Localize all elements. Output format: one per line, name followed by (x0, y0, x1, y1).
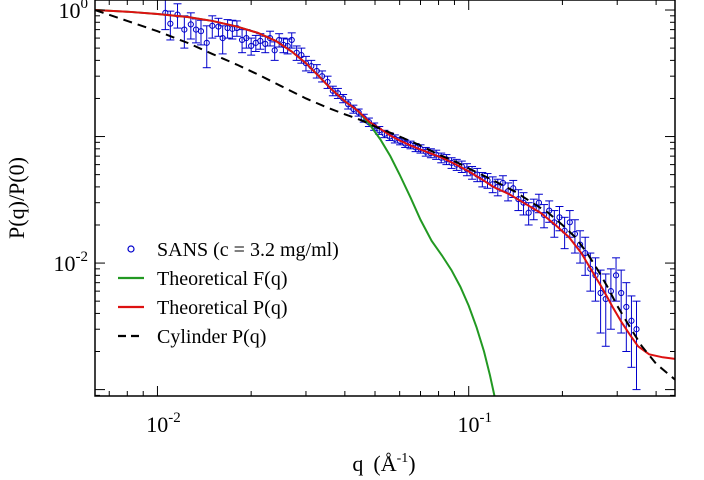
data-point (208, 15, 217, 39)
data-marker (530, 205, 537, 212)
y-tick-label: 100 (59, 0, 89, 23)
legend-entry: Theoretical P(q) (118, 297, 288, 319)
data-point (238, 29, 247, 54)
data-point (576, 230, 585, 264)
data-marker (248, 42, 255, 50)
data-point (581, 236, 590, 276)
plot-area (95, 0, 675, 396)
data-marker (187, 21, 194, 28)
x-axis-label: q (Å-1) (352, 451, 415, 476)
data-marker (597, 289, 604, 297)
data-marker (203, 39, 210, 46)
x-tick-label: 10-2 (146, 410, 181, 437)
x-axis-label-symbol: q (352, 451, 363, 476)
legend-label: Theoretical P(q) (157, 297, 288, 319)
legend-label: Theoretical F(q) (157, 268, 288, 290)
data-marker (209, 22, 216, 29)
data-marker (566, 219, 573, 226)
data-marker (215, 23, 222, 30)
data-point (196, 19, 205, 46)
data-point (270, 41, 279, 61)
data-marker (525, 209, 532, 216)
data-marker (345, 101, 352, 108)
data-point (622, 282, 631, 353)
data-marker (612, 272, 620, 279)
data-point (612, 257, 621, 302)
data-point (275, 33, 284, 48)
data-marker (623, 303, 630, 311)
cylinder-line (95, 9, 675, 381)
data-marker (587, 265, 594, 272)
data-marker (181, 26, 188, 33)
x-axis-label-unit-close: ) (408, 451, 415, 476)
data-point (202, 25, 211, 69)
legend-entry: Cylinder P(q) (118, 326, 266, 348)
data-point (301, 55, 310, 72)
data-marker (197, 28, 205, 35)
axis-ticks (95, 0, 675, 396)
data-marker (628, 317, 635, 324)
data-marker (288, 36, 295, 44)
theoretical-f-line (95, 9, 496, 396)
data-point (247, 37, 256, 56)
data-marker (329, 87, 336, 94)
data-point (251, 34, 260, 53)
data-marker (298, 52, 305, 59)
data-point (287, 32, 296, 49)
data-point (223, 19, 232, 39)
legend-marker (127, 245, 135, 253)
theoretical-p-line (95, 9, 675, 360)
data-point (232, 20, 241, 37)
data-marker (302, 60, 310, 67)
tick-labels: 10-2 10-1 100 10-2 (54, 0, 492, 437)
legend-label: SANS (c = 3.2 mg/ml) (157, 239, 339, 261)
legend-label: Cylinder P(q) (157, 326, 266, 348)
data-marker (174, 11, 181, 18)
legend: SANS (c = 3.2 mg/ml) Theoretical F(q) Theo… (118, 239, 339, 348)
data-point (591, 257, 600, 302)
data-point (344, 99, 353, 110)
x-axis-label-unit-open: (Å (373, 451, 396, 476)
x-axis-label-unit-exp: -1 (397, 451, 409, 466)
data-marker (167, 20, 174, 27)
x-tick-label: 10-1 (457, 410, 492, 437)
data-marker (257, 37, 264, 45)
data-point (627, 295, 636, 368)
data-marker (618, 289, 625, 297)
plot-frame (94, 0, 676, 397)
legend-entry: SANS (c = 3.2 mg/ml) (127, 239, 339, 261)
data-marker (271, 47, 278, 54)
y-axis-label: P(q)/P(0) (4, 157, 29, 239)
data-marker (633, 326, 640, 333)
data-marker (262, 40, 269, 47)
y-tick-label: 10-2 (54, 249, 89, 276)
data-marker (355, 109, 362, 116)
legend-entry: Theoretical F(q) (118, 268, 288, 290)
data-marker (535, 199, 543, 206)
data-point (606, 268, 615, 330)
data-marker (540, 211, 548, 219)
